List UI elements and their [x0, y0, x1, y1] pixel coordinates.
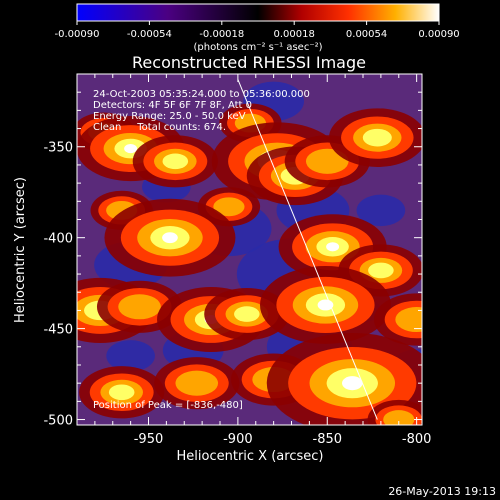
- heatmap-blob: [374, 293, 422, 346]
- heatmap-blob: [154, 357, 240, 410]
- observation-info: 24-Oct-2003 05:35:24.000 to 05:36:00.000…: [93, 89, 310, 133]
- info-time-range: 24-Oct-2003 05:35:24.000 to 05:36:00.000: [93, 89, 310, 100]
- colorbar-tick-label: 0.00018: [274, 29, 315, 40]
- heatmap-blob: [132, 135, 218, 188]
- x-axis-label: Heliocentric X (arcsec): [177, 449, 324, 464]
- y-tick-label: -500: [43, 414, 73, 429]
- y-tick-label: -350: [43, 141, 73, 156]
- heatmap-blob: [367, 399, 422, 425]
- heatmap-blob: [259, 266, 391, 344]
- colorbar-tick-label: -0.00090: [55, 29, 100, 40]
- chart-title: Reconstructed RHESSI Image: [132, 53, 366, 72]
- y-axis: -350 -400 -450 -500: [43, 73, 422, 429]
- info-clean-counts: Clean Total counts: 674.: [93, 122, 226, 133]
- colorbar-tick-label: -0.00018: [199, 29, 244, 40]
- plot-frame: [76, 73, 423, 426]
- x-tick-label: -950: [134, 432, 164, 447]
- x-tick-label: -800: [402, 432, 432, 447]
- heatmap-blob: [266, 332, 422, 425]
- heatmap-image: [77, 81, 422, 425]
- y-tick-label: -450: [43, 323, 73, 338]
- colorbar-tick-label: 0.00054: [346, 29, 387, 40]
- y-tick-label: -400: [43, 232, 73, 247]
- colorbar: [76, 3, 440, 22]
- x-tick-label: -850: [313, 432, 343, 447]
- info-detectors: Detectors: 4F 5F 6F 7F 8F, Att 0: [93, 100, 252, 111]
- colorbar-tick-label: 0.00090: [418, 29, 459, 40]
- heatmap-blob: [329, 108, 422, 167]
- x-axis: -950 -900 -850 -800: [76, 74, 432, 447]
- colorbar-ticks: -0.00090 -0.00054 -0.00018 0.00018 0.00054 0.…: [55, 21, 460, 40]
- colorbar-tick-label: -0.00054: [127, 29, 172, 40]
- x-tick-label: -900: [223, 432, 253, 447]
- y-axis-label: Heliocentric Y (arcsec): [13, 177, 28, 323]
- peak-position-label: Position of Peak = [-836,-480]: [93, 400, 243, 411]
- timestamp: 26-May-2013 19:13: [388, 485, 496, 498]
- heatmap-trough: [106, 340, 155, 372]
- heatmap-blob: [104, 198, 236, 277]
- info-energy-range: Energy Range: 25.0 - 50.0 keV: [93, 111, 246, 122]
- heatmap-blob: [79, 366, 165, 419]
- solar-limb-line: [237, 79, 378, 420]
- heatmap-trough: [356, 194, 406, 227]
- colorbar-units: (photons cm⁻² s⁻¹ asec⁻²): [193, 42, 322, 53]
